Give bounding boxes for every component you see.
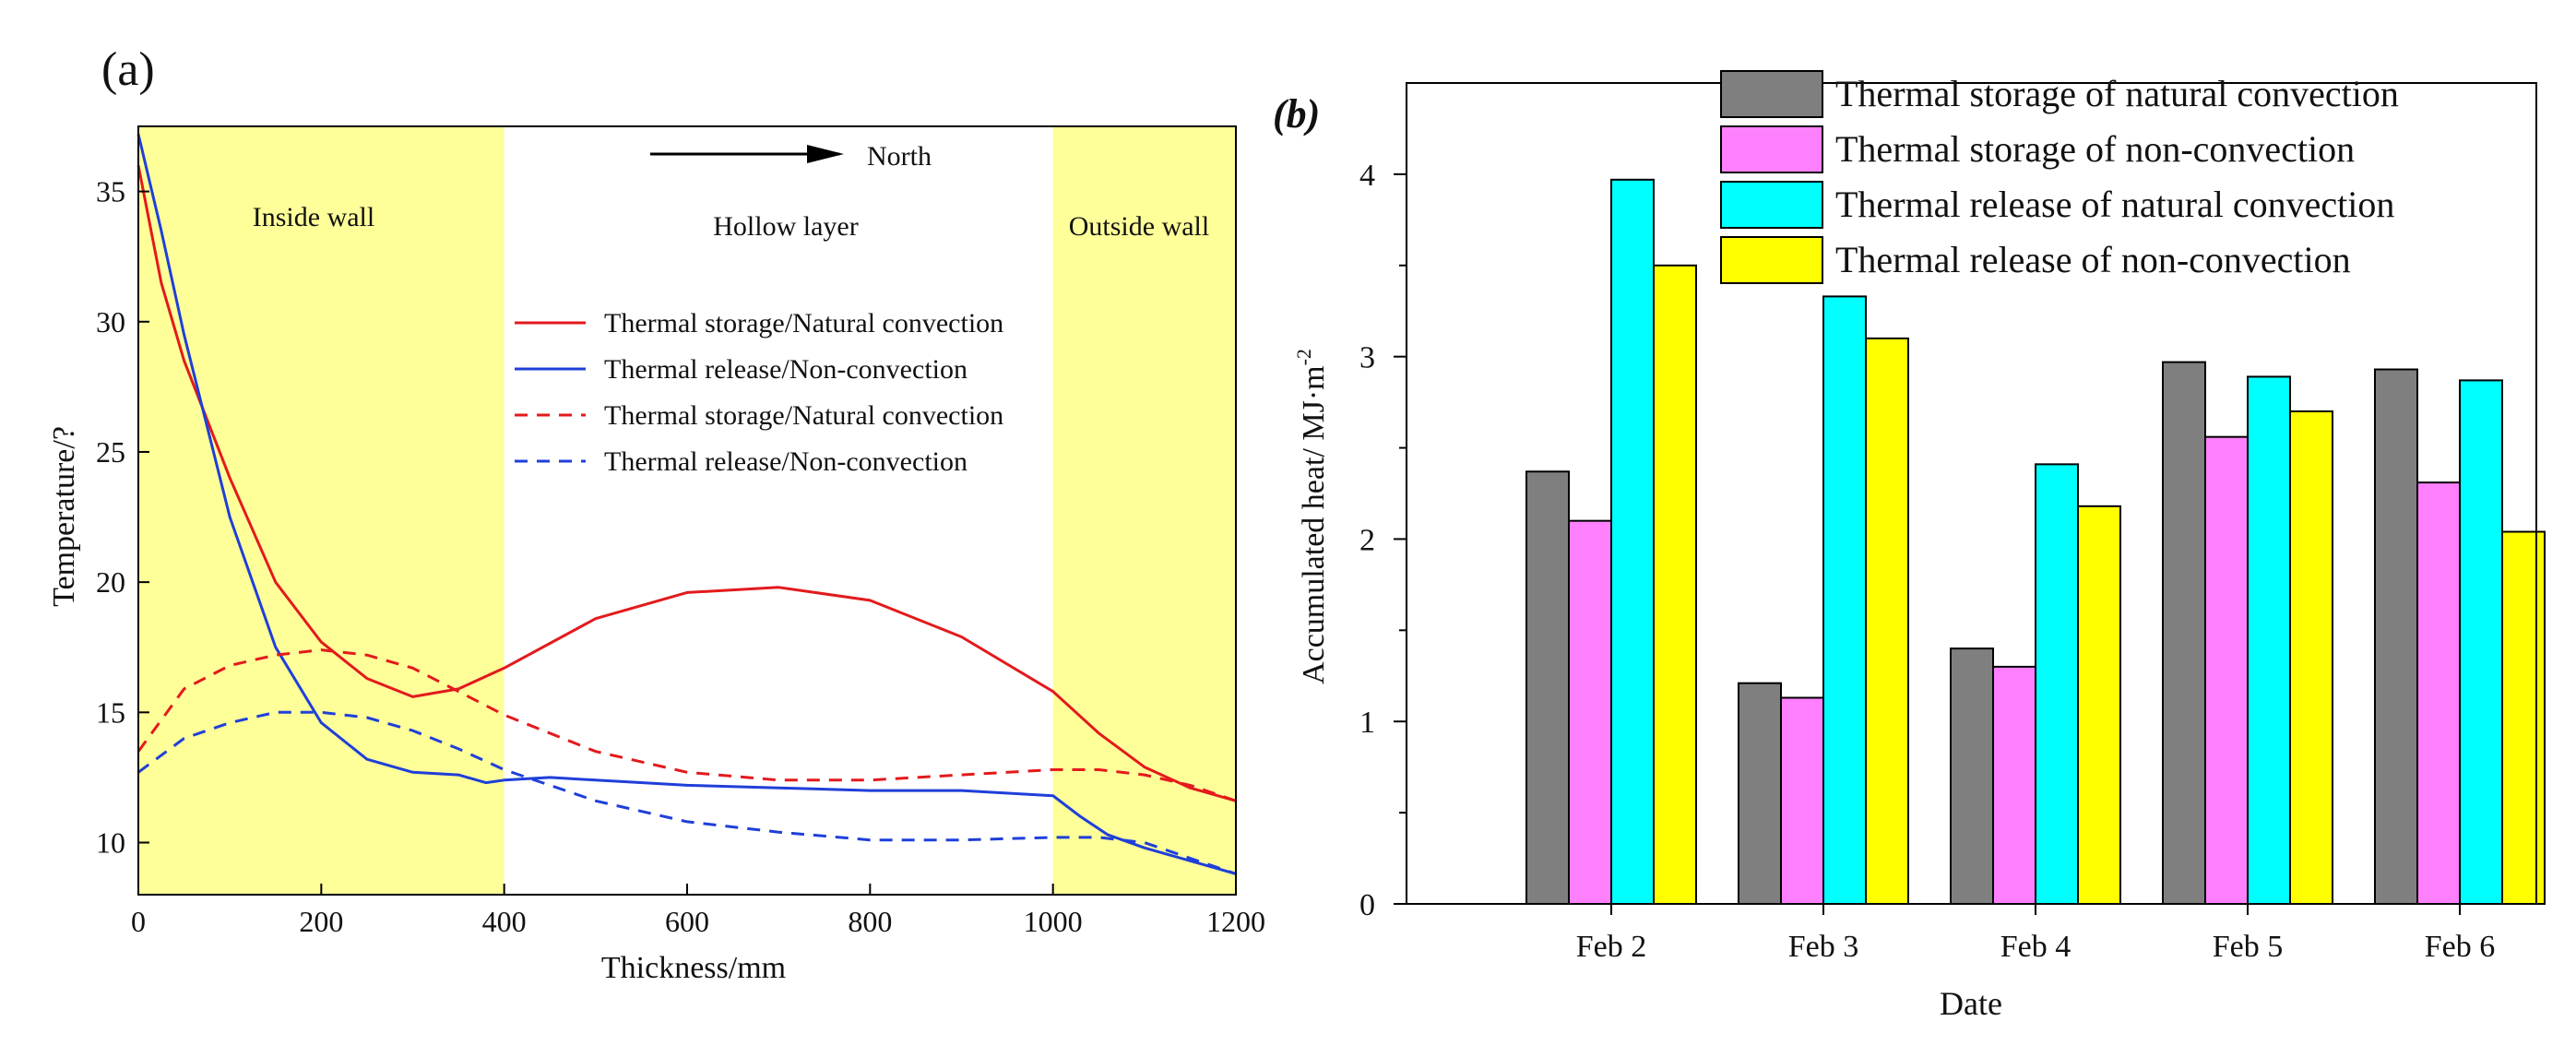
panel-b-y-axis-label: Accumulated heat/ MJ·m-2 [1292,349,1331,684]
region-label-outside-wall: Outside wall [1069,211,1209,242]
bar-feb-2-series-1 [1568,519,1612,906]
panel-a-label: (a) [101,43,155,96]
legend-label: Thermal storage of natural convection [1835,73,2399,114]
legend-item-release-non-dashed: Thermal release/Non-convection [515,446,967,477]
x-tick-label: 400 [482,905,527,938]
panel-a: 0 200 400 600 800 1000 1200 10 15 20 25 30 35 (a) T… [47,43,1265,985]
north-label: North [867,141,932,172]
y-tick-label: 10 [96,826,125,860]
series-line-2 [137,648,1237,802]
bar-feb-2-series-2 [1610,178,1655,906]
x-tick-label: Feb 5 [2213,930,2284,964]
panel-b-label: (b) [1273,91,1320,137]
x-tick-label: Feb 2 [1576,930,1647,964]
x-tick-label: 800 [848,905,892,938]
legend-item-storage-natural-solid: Thermal storage/Natural convection [515,308,1003,338]
legend-item-release-non-solid: Thermal release/Non-convection [515,354,967,385]
region-label-hollow-layer: Hollow layer [713,211,858,242]
legend-label: Thermal release/Non-convection [604,446,967,477]
bar-feb-4-series-0 [1950,647,1994,905]
x-tick-label: Feb 4 [2000,930,2071,964]
legend-label: Thermal storage/Natural convection [604,308,1003,338]
x-tick-label: 0 [131,905,146,938]
bar-feb-3-series-3 [1865,337,1909,905]
bar-feb-3-series-1 [1780,696,1824,905]
x-tick-label: 200 [299,905,343,938]
legend-label: Thermal release of non-convection [1835,239,2351,280]
legend-swatch [1720,181,1823,229]
bar-feb-5-series-0 [2162,361,2206,906]
bar-feb-4-series-3 [2077,505,2121,905]
bar-feb-2-series-3 [1653,264,1697,905]
panel-a-y-axis-label: Temperature/? [47,426,81,607]
legend-item-release-non: Thermal release of non-convection [1720,236,2351,284]
bar-feb-6-series-1 [2416,481,2461,906]
legend-item-storage-natural: Thermal storage of natural convection [1720,70,2399,118]
bar-feb-5-series-1 [2204,435,2249,905]
x-tick-label: 600 [665,905,709,938]
north-arrow-icon [650,145,844,163]
series-line-0 [137,165,1237,802]
series-line-3 [137,710,1237,875]
region-label-inside-wall: Inside wall [253,202,374,232]
legend-item-release-natural: Thermal release of natural convection [1720,181,2394,229]
legend-label: Thermal release of natural convection [1835,184,2394,225]
bar-feb-6-series-3 [2501,530,2546,905]
y-tick-label: 25 [96,435,125,469]
bar-feb-2-series-0 [1525,470,1570,905]
y-tick-label: 2 [1359,523,1375,557]
series-line-1 [137,134,1237,875]
y-tick-label: 4 [1359,159,1375,193]
y-tick-label: 0 [1359,888,1375,922]
panel-b-x-axis-label: Date [1940,985,2002,1022]
legend-swatch [1720,236,1823,284]
panel-b-plot-frame [1406,82,2537,905]
panel-b-legend: Thermal storage of natural convection Th… [1720,70,2399,284]
panel-a-legend: Thermal storage/Natural convection Therm… [515,308,1003,477]
region-band-0 [138,126,505,895]
region-band-1 [504,126,1053,895]
bar-feb-4-series-2 [2035,463,2079,905]
panel-b: Feb 2 Feb 3 Feb 4 Feb 5 Feb 6 0 1 2 3 4 (b) Date… [1273,70,2546,1022]
bar-feb-6-series-2 [2459,379,2503,905]
bar-feb-3-series-0 [1738,682,1782,906]
y-tick-label: 15 [96,695,125,729]
legend-item-storage-natural-dashed: Thermal storage/Natural convection [515,400,1003,431]
legend-label: Thermal release/Non-convection [604,354,967,385]
y-tick-label: 3 [1359,341,1375,375]
legend-swatch [1720,70,1823,118]
bar-feb-6-series-0 [2374,368,2418,905]
legend-label: Thermal storage of non-convection [1835,128,2355,170]
bar-feb-3-series-2 [1822,295,1867,905]
y-tick-label: 30 [96,305,125,338]
y-tick-label: 1 [1359,706,1375,740]
x-tick-label: Feb 3 [1788,930,1859,964]
y-axis-label-main: Accumulated heat/ MJ·m [1297,365,1331,684]
panel-a-x-axis-label: Thickness/mm [601,951,786,985]
bar-feb-5-series-2 [2247,375,2291,905]
y-axis-label-superscript: -2 [1292,349,1315,365]
legend-label: Thermal storage/Natural convection [604,400,1003,431]
legend-item-storage-non: Thermal storage of non-convection [1720,125,2355,173]
y-tick-label: 20 [96,565,125,599]
x-tick-label: 1200 [1206,905,1265,938]
bar-feb-4-series-1 [1992,665,2036,906]
x-tick-label: Feb 6 [2425,930,2496,964]
legend-swatch [1720,125,1823,173]
bar-feb-5-series-3 [2289,410,2333,905]
x-tick-label: 1000 [1024,905,1083,938]
y-tick-label: 35 [96,175,125,208]
